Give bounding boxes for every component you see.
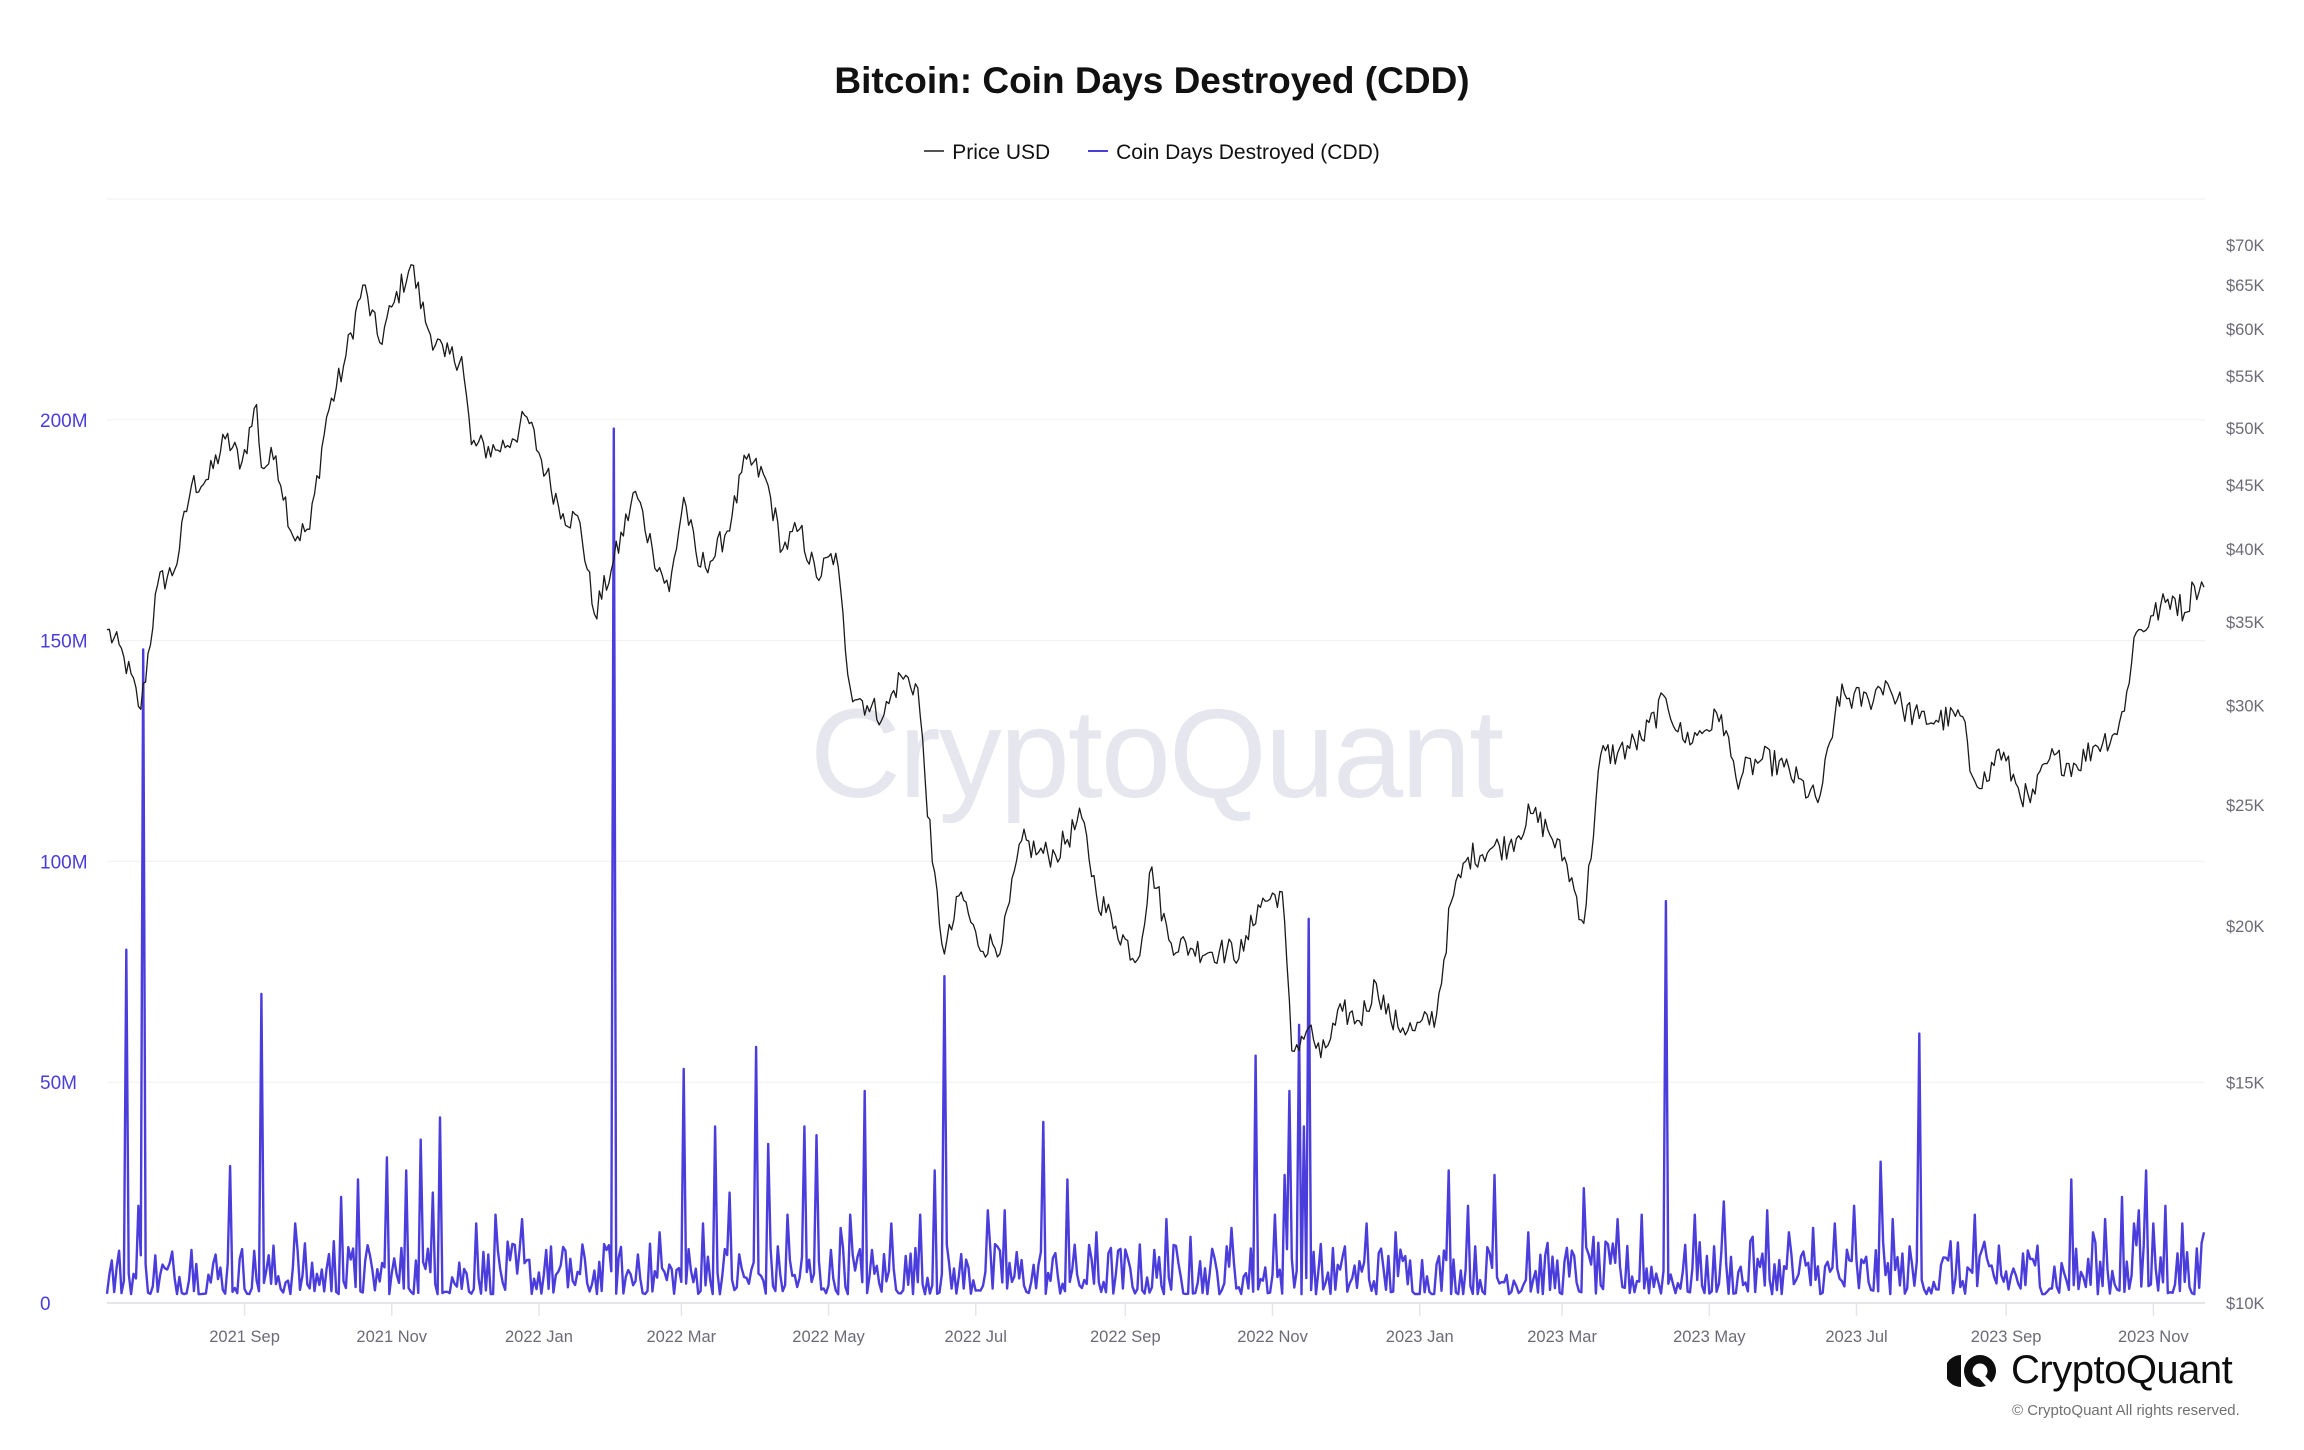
watermark: CryptoQuant — [810, 683, 1504, 824]
right-axis-tick-label: $45K — [2226, 477, 2265, 495]
price-series-line[interactable] — [106, 264, 2205, 1059]
legend-item-cdd[interactable]: Coin Days Destroyed (CDD) — [1088, 141, 1380, 165]
legend-swatch-cdd-icon — [1088, 150, 1109, 153]
x-axis: 2021 Sep 2021 Nov 2022 Jan 2022 Mar 2022 May… — [209, 1303, 2189, 1346]
x-axis-tick-label: 2023 Sep — [1971, 1328, 2042, 1346]
cryptoquant-logo-icon — [1947, 1354, 1996, 1387]
x-axis-tick-label: 2021 Sep — [209, 1328, 280, 1346]
right-axis-tick-label: $55K — [2226, 368, 2265, 386]
right-axis-tick-label: $60K — [2226, 321, 2265, 339]
right-axis-tick-label: $30K — [2226, 698, 2265, 716]
legend-item-price[interactable]: Price USD — [924, 141, 1050, 165]
x-axis-tick-label: 2023 Mar — [1527, 1328, 1597, 1346]
x-axis-tick-label: 2023 May — [1673, 1328, 1746, 1346]
x-axis-tick-label: 2023 Jan — [1386, 1328, 1454, 1346]
legend-label-cdd: Coin Days Destroyed (CDD) — [1116, 141, 1380, 164]
chart-title: Bitcoin: Coin Days Destroyed (CDD) — [834, 60, 1470, 101]
right-axis-tick-label: $35K — [2226, 614, 2265, 632]
brand-name: CryptoQuant — [2011, 1348, 2233, 1392]
x-axis-tick-label: 2022 Mar — [646, 1328, 716, 1346]
right-axis-tick-label: $70K — [2226, 237, 2265, 255]
legend: Price USD Coin Days Destroyed (CDD) — [0, 141, 2304, 165]
x-axis-tick-label: 2022 Jul — [945, 1328, 1007, 1346]
left-axis-tick-label: 0 — [40, 1294, 51, 1315]
copyright-text: © CryptoQuant All rights reserved. — [2012, 1402, 2240, 1419]
right-axis-tick-label: $65K — [2226, 277, 2265, 295]
left-axis-tick-label: 200M — [40, 411, 88, 432]
right-axis-tick-label: $25K — [2226, 797, 2265, 815]
brand-logo: CryptoQuant — [1947, 1348, 2233, 1393]
x-axis-tick-label: 2022 May — [792, 1328, 865, 1346]
x-axis-tick-label: 2023 Jul — [1825, 1328, 1887, 1346]
right-axis-tick-label: $15K — [2226, 1075, 2265, 1093]
right-axis-tick-label: $10K — [2226, 1295, 2265, 1313]
right-axis-tick-label: $20K — [2226, 918, 2265, 936]
x-axis-tick-label: 2023 Nov — [2118, 1328, 2189, 1346]
x-axis-tick-label: 2022 Jan — [505, 1328, 573, 1346]
right-axis-tick-label: $40K — [2226, 541, 2265, 559]
legend-label-price: Price USD — [952, 141, 1051, 164]
x-axis-tick-label: 2022 Nov — [1237, 1328, 1308, 1346]
gridlines — [107, 198, 2205, 1304]
right-axis-tick-label: $50K — [2226, 420, 2265, 438]
legend-swatch-price-icon — [924, 150, 945, 153]
left-axis-tick-label: 150M — [40, 632, 88, 653]
right-y-axis: $10K $15K $20K $25K $30K $35K $40K $45K $50K $55K… — [2226, 237, 2265, 1313]
x-axis-tick-label: 2022 Sep — [1090, 1328, 1161, 1346]
left-axis-tick-label: 50M — [40, 1073, 77, 1094]
cdd-series-line[interactable] — [105, 427, 2206, 1296]
left-y-axis: 0 50M 100M 150M 200M — [40, 411, 88, 1315]
left-axis-tick-label: 100M — [40, 852, 88, 873]
x-axis-tick-label: 2021 Nov — [356, 1328, 427, 1346]
